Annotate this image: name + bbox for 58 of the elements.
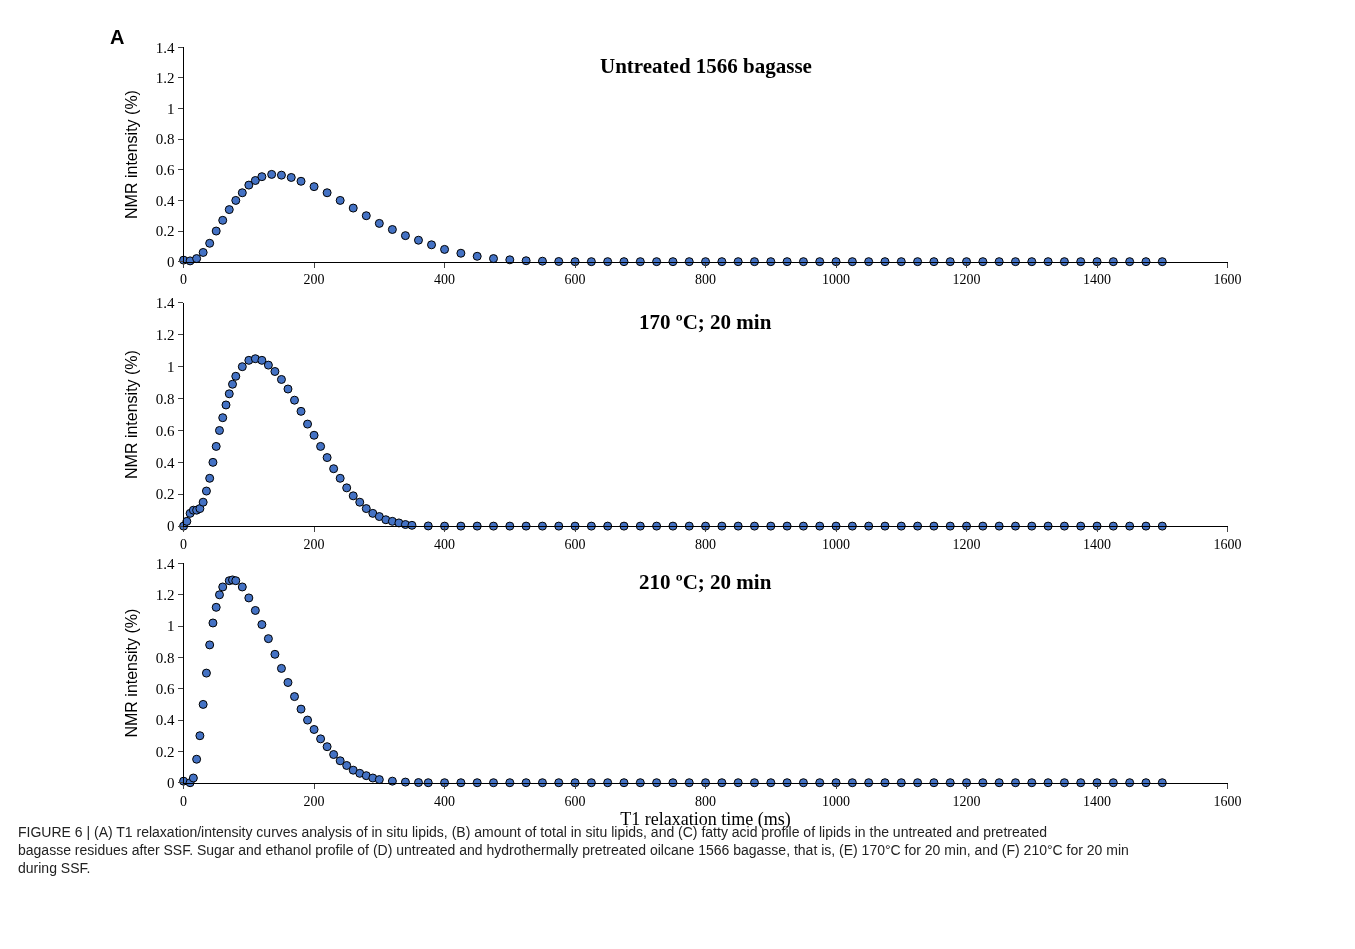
y-tick-label: 0.6 [155, 681, 176, 697]
x-tick-label: 1400 [1083, 793, 1112, 809]
x-tick-label: 1400 [1083, 536, 1112, 552]
text: A [110, 26, 125, 48]
y-tick-label: 1.4 [155, 39, 176, 56]
y-tick-label: 0.2 [155, 743, 175, 760]
x-tick-label: 0 [180, 536, 188, 552]
x-tick-label: 1200 [952, 272, 981, 288]
x-tick-label: 0 [180, 272, 188, 288]
y-tick-label: 0.8 [155, 649, 175, 666]
y-tick-label: 0 [167, 774, 175, 791]
y-tick-label: 1.4 [155, 555, 176, 572]
y-axis-title: NMR intensity (%) [122, 350, 140, 479]
y-tick-label: 0.4 [155, 192, 176, 209]
x-tick-label: 800 [695, 536, 717, 552]
x-tick-label: 400 [434, 793, 456, 809]
y-axis-title: NMR intensity (%) [122, 90, 140, 219]
x-tick-label: 400 [434, 536, 456, 552]
chart-title: 210 ºC; 20 min [639, 570, 772, 594]
y-tick-label: 1 [167, 100, 175, 117]
x-tick-label: 0 [180, 793, 188, 809]
y-tick-label: 1 [167, 618, 175, 635]
x-tick-label: 600 [564, 793, 586, 809]
y-tick-label: 0.6 [155, 162, 176, 179]
x-tick-label: 1000 [822, 536, 851, 552]
x-tick-label: 800 [695, 272, 717, 288]
x-tick-label: 400 [434, 272, 456, 288]
x-tick-label: 1600 [1213, 793, 1242, 809]
y-tick-label: 1.2 [155, 70, 175, 87]
y-tick-label: 0.8 [155, 131, 175, 148]
chart-title: 170 ºC; 20 min [639, 310, 772, 334]
y-tick-label: 1.4 [155, 295, 176, 312]
y-tick-label: 0.2 [155, 223, 175, 240]
x-tick-label: 200 [303, 793, 325, 809]
x-tick-label: 1600 [1213, 272, 1242, 288]
x-tick-label: 200 [303, 536, 325, 552]
x-tick-label: 1200 [952, 536, 981, 552]
x-tick-label: 800 [695, 793, 717, 809]
x-tick-label: 1000 [822, 272, 851, 288]
x-tick-label: 600 [564, 272, 586, 288]
y-tick-label: 0.4 [155, 712, 176, 729]
x-tick-label: 1400 [1083, 272, 1112, 288]
y-tick-label: 1 [167, 358, 175, 375]
y-tick-label: 0.2 [155, 486, 175, 503]
y-axis-title: NMR intensity (%) [122, 608, 140, 738]
x-tick-label: 1200 [952, 793, 981, 809]
y-tick-label: 0 [167, 518, 175, 535]
chart-title: Untreated 1566 bagasse [600, 54, 812, 78]
x-tick-label: 600 [564, 536, 586, 552]
y-tick-label: 0 [167, 253, 175, 270]
x-tick-label: 1000 [822, 793, 851, 809]
x-tick-label: 1600 [1213, 536, 1242, 552]
x-tick-label: 200 [303, 272, 325, 288]
y-tick-label: 0.4 [155, 454, 176, 471]
y-tick-label: 0.8 [155, 390, 175, 407]
y-tick-label: 1.2 [155, 327, 175, 344]
y-tick-label: 1.2 [155, 587, 175, 604]
y-tick-label: 0.6 [155, 422, 176, 439]
